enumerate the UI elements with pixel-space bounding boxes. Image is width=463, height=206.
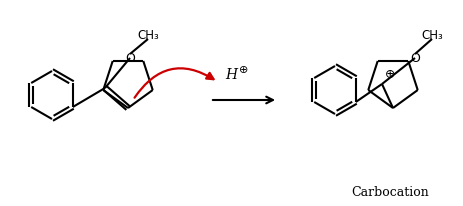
FancyArrowPatch shape bbox=[135, 68, 213, 98]
Text: Carbocation: Carbocation bbox=[351, 186, 429, 199]
Text: CH₃: CH₃ bbox=[137, 28, 159, 41]
Text: ⊕: ⊕ bbox=[239, 65, 248, 75]
Text: CH₃: CH₃ bbox=[421, 28, 443, 41]
Text: H: H bbox=[225, 68, 237, 82]
Text: ⊕: ⊕ bbox=[385, 68, 395, 81]
Text: O: O bbox=[410, 52, 420, 64]
Text: O: O bbox=[125, 52, 135, 64]
